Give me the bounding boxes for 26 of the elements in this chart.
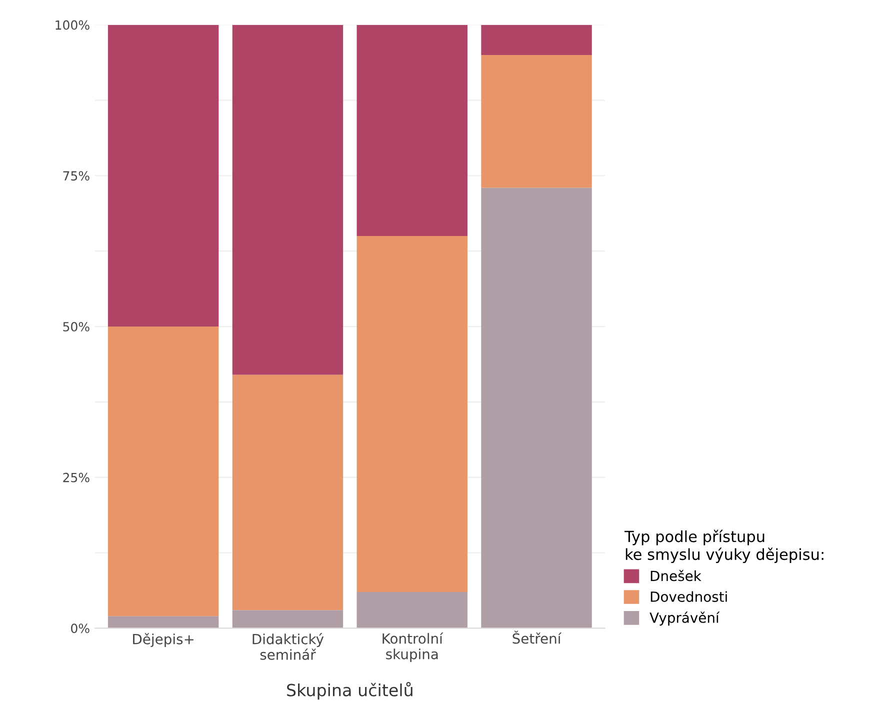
bar [108,24,219,326]
x-tick-label: Dějepis+ [133,633,194,648]
bar [481,54,592,188]
bar [481,24,592,55]
bar [356,24,468,236]
bar [356,592,468,628]
x-tick-label: Kontrolní skupina [382,632,444,662]
y-tick-label: 50% [63,322,90,332]
bar [356,236,468,592]
x-tick-label: Didaktický seminář [252,633,324,660]
bar [232,24,344,375]
legend-title: Typ podle přístupu ke smyslu výuky dějepisu: [624,530,824,564]
y-tick-label: 0% [71,624,90,634]
bar [481,188,592,628]
bar [232,374,344,610]
legend-label: Dovednosti [650,591,727,602]
bar [232,610,344,628]
legend-label: Dnešek [650,570,702,582]
y-tick-label: 25% [63,472,90,482]
y-tick-label: 75% [63,171,90,181]
legend-label: Vyprávění [650,612,720,626]
bar [108,326,219,616]
y-tick-label: 100% [56,20,90,30]
x-axis-title: Skupina učitelů [287,682,412,700]
x-tick-label: Šetření [512,630,562,644]
bar [108,616,219,628]
